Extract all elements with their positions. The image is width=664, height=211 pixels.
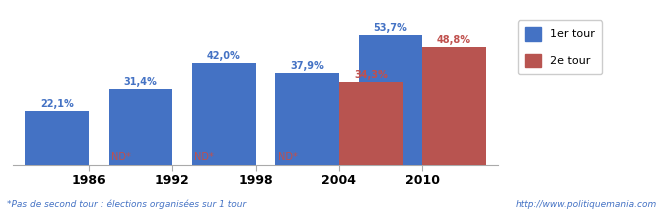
- Text: http://www.politiquemania.com: http://www.politiquemania.com: [516, 200, 657, 209]
- Bar: [359, 35, 422, 165]
- Text: 48,8%: 48,8%: [437, 35, 471, 45]
- Bar: [276, 73, 339, 165]
- Text: 37,9%: 37,9%: [290, 61, 324, 71]
- Text: ND*: ND*: [111, 152, 131, 162]
- Bar: [25, 111, 89, 165]
- Bar: [339, 82, 402, 165]
- Text: 53,7%: 53,7%: [374, 23, 407, 33]
- Text: 31,4%: 31,4%: [124, 77, 157, 87]
- Text: 34,3%: 34,3%: [354, 70, 388, 80]
- Text: ND*: ND*: [195, 152, 214, 162]
- Text: ND*: ND*: [278, 152, 297, 162]
- Bar: [192, 63, 256, 165]
- Legend: 1er tour, 2e tour: 1er tour, 2e tour: [518, 20, 602, 74]
- Text: 42,0%: 42,0%: [207, 51, 241, 61]
- Bar: [109, 89, 173, 165]
- Bar: [422, 47, 486, 165]
- Text: *Pas de second tour : élections organisées sur 1 tour: *Pas de second tour : élections organisé…: [7, 199, 246, 209]
- Text: 22,1%: 22,1%: [41, 99, 74, 109]
